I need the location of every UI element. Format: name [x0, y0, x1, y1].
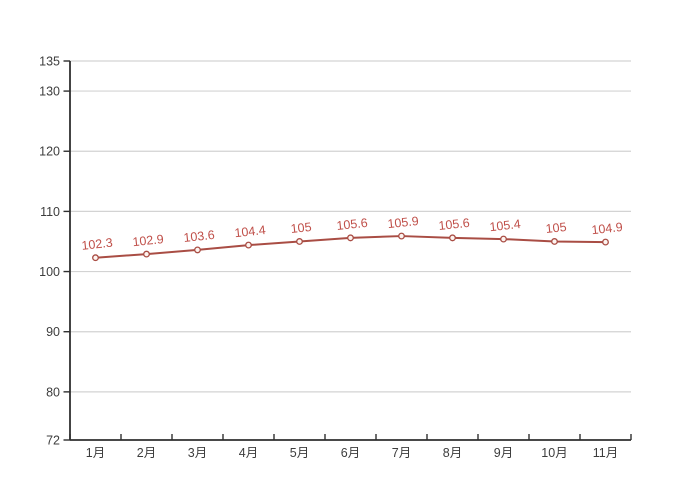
data-point [347, 234, 354, 242]
y-tick-label: 110 [40, 205, 60, 219]
data-point-label: 105.6 [438, 216, 471, 233]
data-point [92, 254, 99, 262]
y-tick-label: 90 [46, 325, 60, 339]
data-point-label: 102.9 [132, 232, 165, 249]
x-tick-label: 6月 [341, 446, 360, 460]
x-tick-label: 1月 [86, 446, 105, 460]
y-tick-label: 130 [39, 85, 60, 99]
y-tick-label: 100 [39, 265, 60, 279]
x-tick-label: 5月 [290, 446, 309, 460]
y-tick-label: 80 [46, 385, 60, 399]
data-point [296, 238, 303, 245]
data-point-label: 104.9 [591, 220, 624, 237]
x-tick-label: 4月 [239, 446, 258, 460]
data-point-label: 104.4 [234, 223, 267, 240]
data-point [398, 232, 405, 240]
data-point-label: 102.3 [81, 236, 114, 253]
x-tick-label: 9月 [494, 446, 513, 460]
x-tick-label: 7月 [392, 446, 411, 460]
x-tick-label: 3月 [188, 446, 207, 460]
data-point [245, 241, 252, 249]
data-point-label: 105.9 [387, 214, 420, 231]
data-point-label: 105.4 [489, 217, 522, 234]
data-point-label: 105 [290, 220, 312, 236]
y-tick-label: 120 [39, 145, 60, 159]
y-tick-label: 72 [46, 434, 60, 448]
y-tick-label: 135 [39, 55, 60, 69]
x-tick-label: 2月 [137, 446, 156, 460]
x-tick-label: 8月 [443, 446, 462, 460]
data-point-label: 103.6 [183, 228, 216, 245]
data-point-label: 105 [545, 220, 567, 236]
data-point-label: 105.6 [336, 216, 369, 233]
data-point [500, 235, 507, 243]
x-tick-label: 10月 [541, 446, 567, 460]
data-point [602, 238, 609, 246]
x-tick-label: 11月 [593, 446, 618, 460]
data-point [551, 238, 558, 245]
data-point [194, 246, 201, 254]
data-point [449, 234, 456, 242]
data-point [143, 250, 150, 258]
